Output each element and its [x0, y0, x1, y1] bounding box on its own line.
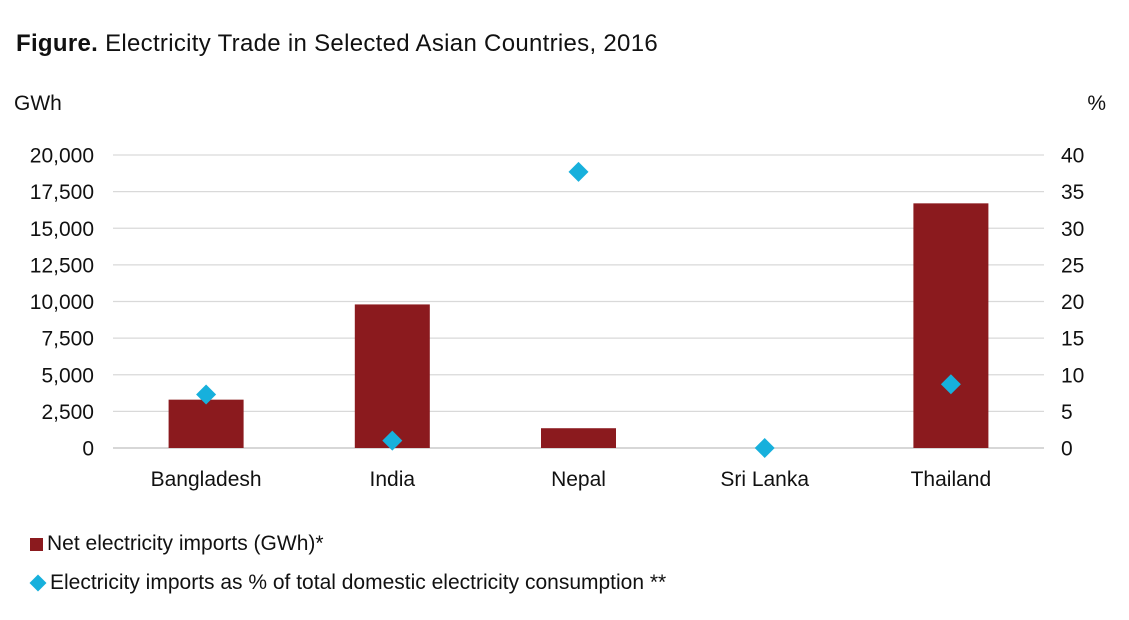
figure-title-text: Electricity Trade in Selected Asian Coun… — [105, 30, 658, 57]
y-left-tick-label: 12,500 — [30, 254, 94, 277]
y-left-axis-label: GWh — [14, 92, 62, 115]
marker-series — [196, 161, 961, 458]
category-label: India — [370, 468, 416, 491]
marker-nepal — [568, 161, 589, 182]
category-label: Bangladesh — [151, 468, 262, 491]
figure-title-prefix: Figure. — [16, 30, 99, 57]
legend-label-net-imports: Net electricity imports (GWh)* — [47, 532, 324, 555]
y-left-tick-label: 7,500 — [41, 328, 94, 351]
y-right-tick-label: 40 — [1061, 145, 1084, 168]
y-left-tick-label: 2,500 — [41, 401, 94, 424]
y-left-tick-label: 10,000 — [30, 291, 94, 314]
y-right-tick-label: 35 — [1061, 181, 1084, 204]
grid-lines — [113, 154, 1044, 449]
marker-sri-lanka — [754, 438, 775, 458]
category-labels: Bangladesh India Nepal Sri Lanka Thailand — [151, 468, 992, 491]
y-left-tick-label: 15,000 — [30, 218, 94, 241]
y-right-tick-label: 5 — [1061, 401, 1073, 424]
bar-series — [168, 203, 989, 448]
y-left-tick-label: 0 — [82, 438, 94, 461]
y-right-axis-label: % — [1087, 92, 1106, 115]
y-left-tick-labels: 0 2,500 5,000 7,500 10,000 12,500 15,000 17,500… — [30, 145, 94, 461]
y-right-tick-label: 0 — [1061, 438, 1073, 461]
y-right-tick-label: 25 — [1061, 254, 1084, 277]
y-right-tick-label: 10 — [1061, 364, 1084, 387]
chart: GWh % 0 2,500 5,000 7,500 10,000 12,500 15,000… — [14, 92, 1106, 491]
y-right-tick-label: 20 — [1061, 291, 1084, 314]
marker-india — [382, 430, 403, 451]
y-right-tick-label: 15 — [1061, 328, 1084, 351]
legend-item-net-imports: Net electricity imports (GWh)* — [30, 532, 324, 556]
bar-bangladesh — [168, 399, 244, 448]
bar-india — [354, 304, 430, 448]
y-right-tick-label: 30 — [1061, 218, 1084, 241]
y-right-tick-labels: 0 5 10 15 20 25 30 35 40 — [1061, 145, 1084, 461]
y-left-tick-label: 17,500 — [30, 181, 94, 204]
y-left-tick-label: 20,000 — [30, 145, 94, 168]
legend-bar-swatch — [30, 537, 43, 551]
y-left-tick-label: 5,000 — [41, 364, 94, 387]
bar-nepal — [541, 428, 616, 448]
figure-title: Figure. Electricity Trade in Selected As… — [16, 30, 658, 58]
category-label: Thailand — [911, 468, 992, 491]
marker-bangladesh — [196, 384, 217, 405]
marker-thailand — [940, 374, 961, 395]
legend-diamond-swatch — [29, 574, 47, 592]
bar-thailand — [913, 203, 989, 448]
legend-label-import-share: Electricity imports as % of total domest… — [50, 571, 667, 594]
category-label: Nepal — [551, 468, 606, 491]
legend-item-import-share: Electricity imports as % of total domest… — [29, 571, 667, 595]
category-label: Sri Lanka — [720, 468, 809, 491]
